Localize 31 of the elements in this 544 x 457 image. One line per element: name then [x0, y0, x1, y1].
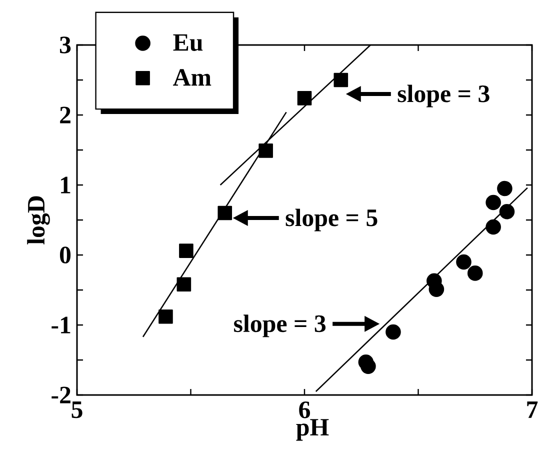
point	[467, 266, 483, 281]
y-tick-label: 2	[60, 106, 70, 124]
point	[158, 309, 173, 324]
y-tick-label: 0	[60, 246, 71, 264]
y-axis-title: logD	[27, 196, 50, 244]
point	[456, 254, 472, 270]
point	[386, 324, 401, 340]
x-tick-label: 5	[72, 402, 82, 418]
annotation: slope = 3	[398, 84, 490, 108]
annotation: slope = 5	[286, 208, 378, 232]
point	[486, 219, 501, 235]
x-axis-title: pH	[296, 419, 329, 441]
y-tick-label: -2	[52, 386, 70, 404]
y-tick-label: 3	[60, 36, 71, 54]
point	[428, 282, 444, 297]
legend-label: Am	[173, 69, 212, 86]
x-tick-label: 7	[527, 402, 538, 418]
point	[297, 91, 312, 106]
point	[334, 72, 348, 88]
y-tick-label: 1	[61, 176, 70, 194]
x-tick-label: 6	[299, 402, 310, 418]
legend-label: Eu	[173, 34, 203, 51]
point	[486, 194, 501, 210]
point	[360, 358, 376, 374]
point	[499, 204, 515, 220]
point	[218, 206, 232, 220]
annotation: slope = 3	[234, 314, 326, 338]
point	[497, 180, 512, 196]
point	[179, 244, 194, 258]
y-tick-label: -1	[52, 316, 70, 334]
point	[176, 277, 192, 292]
